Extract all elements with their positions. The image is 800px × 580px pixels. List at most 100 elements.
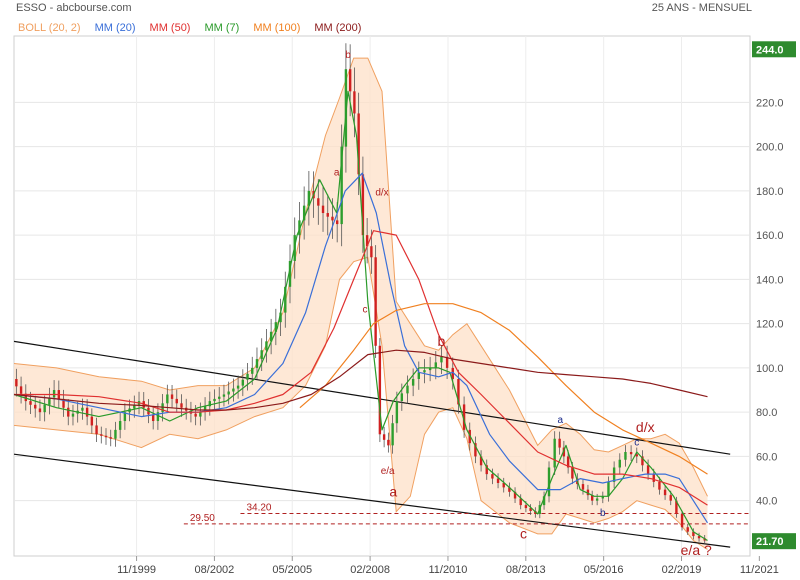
- wave-label: e/a ?: [681, 542, 712, 558]
- price-bar: [222, 394, 226, 397]
- price-bar: [241, 379, 245, 386]
- price-bar: [440, 356, 443, 363]
- price-bar: [218, 396, 221, 399]
- plot-frame: [13, 35, 751, 557]
- wave-label: c: [520, 525, 527, 541]
- price-bar: [208, 401, 211, 407]
- price-badge-label: 21.70: [756, 536, 784, 548]
- y-tick-label: 200.0: [756, 142, 784, 154]
- price-bar: [586, 489, 590, 496]
- y-tick-label: 180.0: [756, 186, 784, 198]
- price-bar: [378, 345, 382, 435]
- level-label: 34.20: [246, 503, 271, 514]
- y-tick-label: 100.0: [756, 363, 784, 375]
- price-bar: [581, 484, 585, 490]
- price-bar: [553, 438, 556, 468]
- price-bar: [566, 456, 570, 468]
- axes: 40.0 60.0 80.0 100.0 120.0 140.0 160.0 180.0 200…: [117, 41, 796, 576]
- price-bar: [391, 423, 394, 446]
- price-bar: [457, 378, 460, 405]
- price-bar: [34, 404, 37, 409]
- x-tick-label: 05/2016: [584, 564, 624, 576]
- price-bar: [411, 378, 415, 386]
- wave-labels: b a d/x c b e/a a a d/x c b c e/a ?: [334, 50, 712, 558]
- price-bar: [156, 412, 160, 422]
- price-bar: [43, 404, 46, 413]
- price-bar: [199, 411, 202, 417]
- wave-label: b: [345, 50, 351, 61]
- price-bar: [166, 394, 169, 404]
- price-bar: [423, 370, 426, 373]
- bollinger-fill: [14, 58, 708, 550]
- price-bar: [462, 404, 466, 430]
- price-bar: [669, 495, 672, 501]
- price-bar: [90, 416, 94, 426]
- series-line-mm-100: [299, 303, 708, 475]
- price-bar: [353, 91, 356, 114]
- wave-label: a: [334, 167, 340, 178]
- price-bar: [692, 531, 695, 537]
- price-bar: [109, 437, 112, 439]
- price-bar: [697, 536, 701, 539]
- price-bar: [302, 205, 306, 221]
- price-bar: [274, 322, 278, 332]
- wave-label: c: [363, 305, 368, 316]
- wave-label: b: [438, 333, 446, 349]
- price-bar: [434, 362, 437, 368]
- x-tick-label: 11/2010: [428, 564, 467, 576]
- legend-item-mm50: MM (50): [149, 22, 191, 34]
- price-bar: [641, 456, 644, 466]
- price-bar: [331, 216, 334, 221]
- legend: BOLL (20, 2) MM (20) MM (50) MM (7) MM (…: [18, 22, 361, 34]
- price-bar: [15, 378, 18, 387]
- price-bar: [104, 435, 108, 438]
- price-bar: [340, 146, 343, 225]
- price-bar: [288, 260, 292, 287]
- x-tick-label: 05/2005: [272, 564, 312, 576]
- price-bar: [227, 391, 230, 395]
- price-bar: [71, 413, 75, 417]
- price-bar: [374, 257, 377, 346]
- legend-item-mm200: MM (200): [314, 22, 362, 34]
- price-bar: [571, 467, 574, 479]
- price-bar: [335, 220, 339, 225]
- price-bar: [236, 385, 240, 389]
- price-bar: [260, 350, 263, 360]
- price-bar: [406, 385, 409, 394]
- trend-line: [13, 340, 731, 455]
- price-bar: [680, 513, 684, 528]
- price-bar: [562, 447, 566, 457]
- trend-lines: [13, 340, 731, 548]
- price-bar: [180, 403, 183, 408]
- price-bar: [307, 190, 311, 206]
- price-bar: [62, 398, 65, 408]
- price-bar: [601, 496, 604, 499]
- price-bar: [133, 404, 136, 409]
- price-bar: [675, 500, 678, 514]
- price-bar: [100, 434, 103, 436]
- horizontal-levels: 34.20 29.50: [183, 503, 750, 525]
- price-bar: [194, 413, 197, 417]
- price-bar: [417, 372, 420, 379]
- price-bar: [246, 373, 249, 380]
- price-bar: [123, 412, 127, 422]
- price-bar: [502, 482, 505, 488]
- price-bar: [646, 465, 650, 475]
- wave-label: b: [600, 508, 606, 519]
- price-bar: [269, 331, 273, 342]
- level-label: 29.50: [190, 513, 215, 524]
- price-bar: [85, 407, 89, 417]
- price-bar: [474, 443, 477, 457]
- bollinger-lower: [13, 256, 708, 550]
- price-bar: [590, 495, 594, 501]
- wave-label: a: [558, 415, 564, 426]
- price-bar: [67, 407, 70, 417]
- price-bar: [547, 467, 551, 497]
- price-bar: [395, 401, 399, 424]
- price-bar: [255, 359, 259, 368]
- price-bar: [170, 394, 174, 399]
- price-bar: [81, 407, 84, 411]
- price-bar: [529, 508, 532, 512]
- price-bar: [48, 397, 51, 405]
- price-bar: [686, 527, 689, 532]
